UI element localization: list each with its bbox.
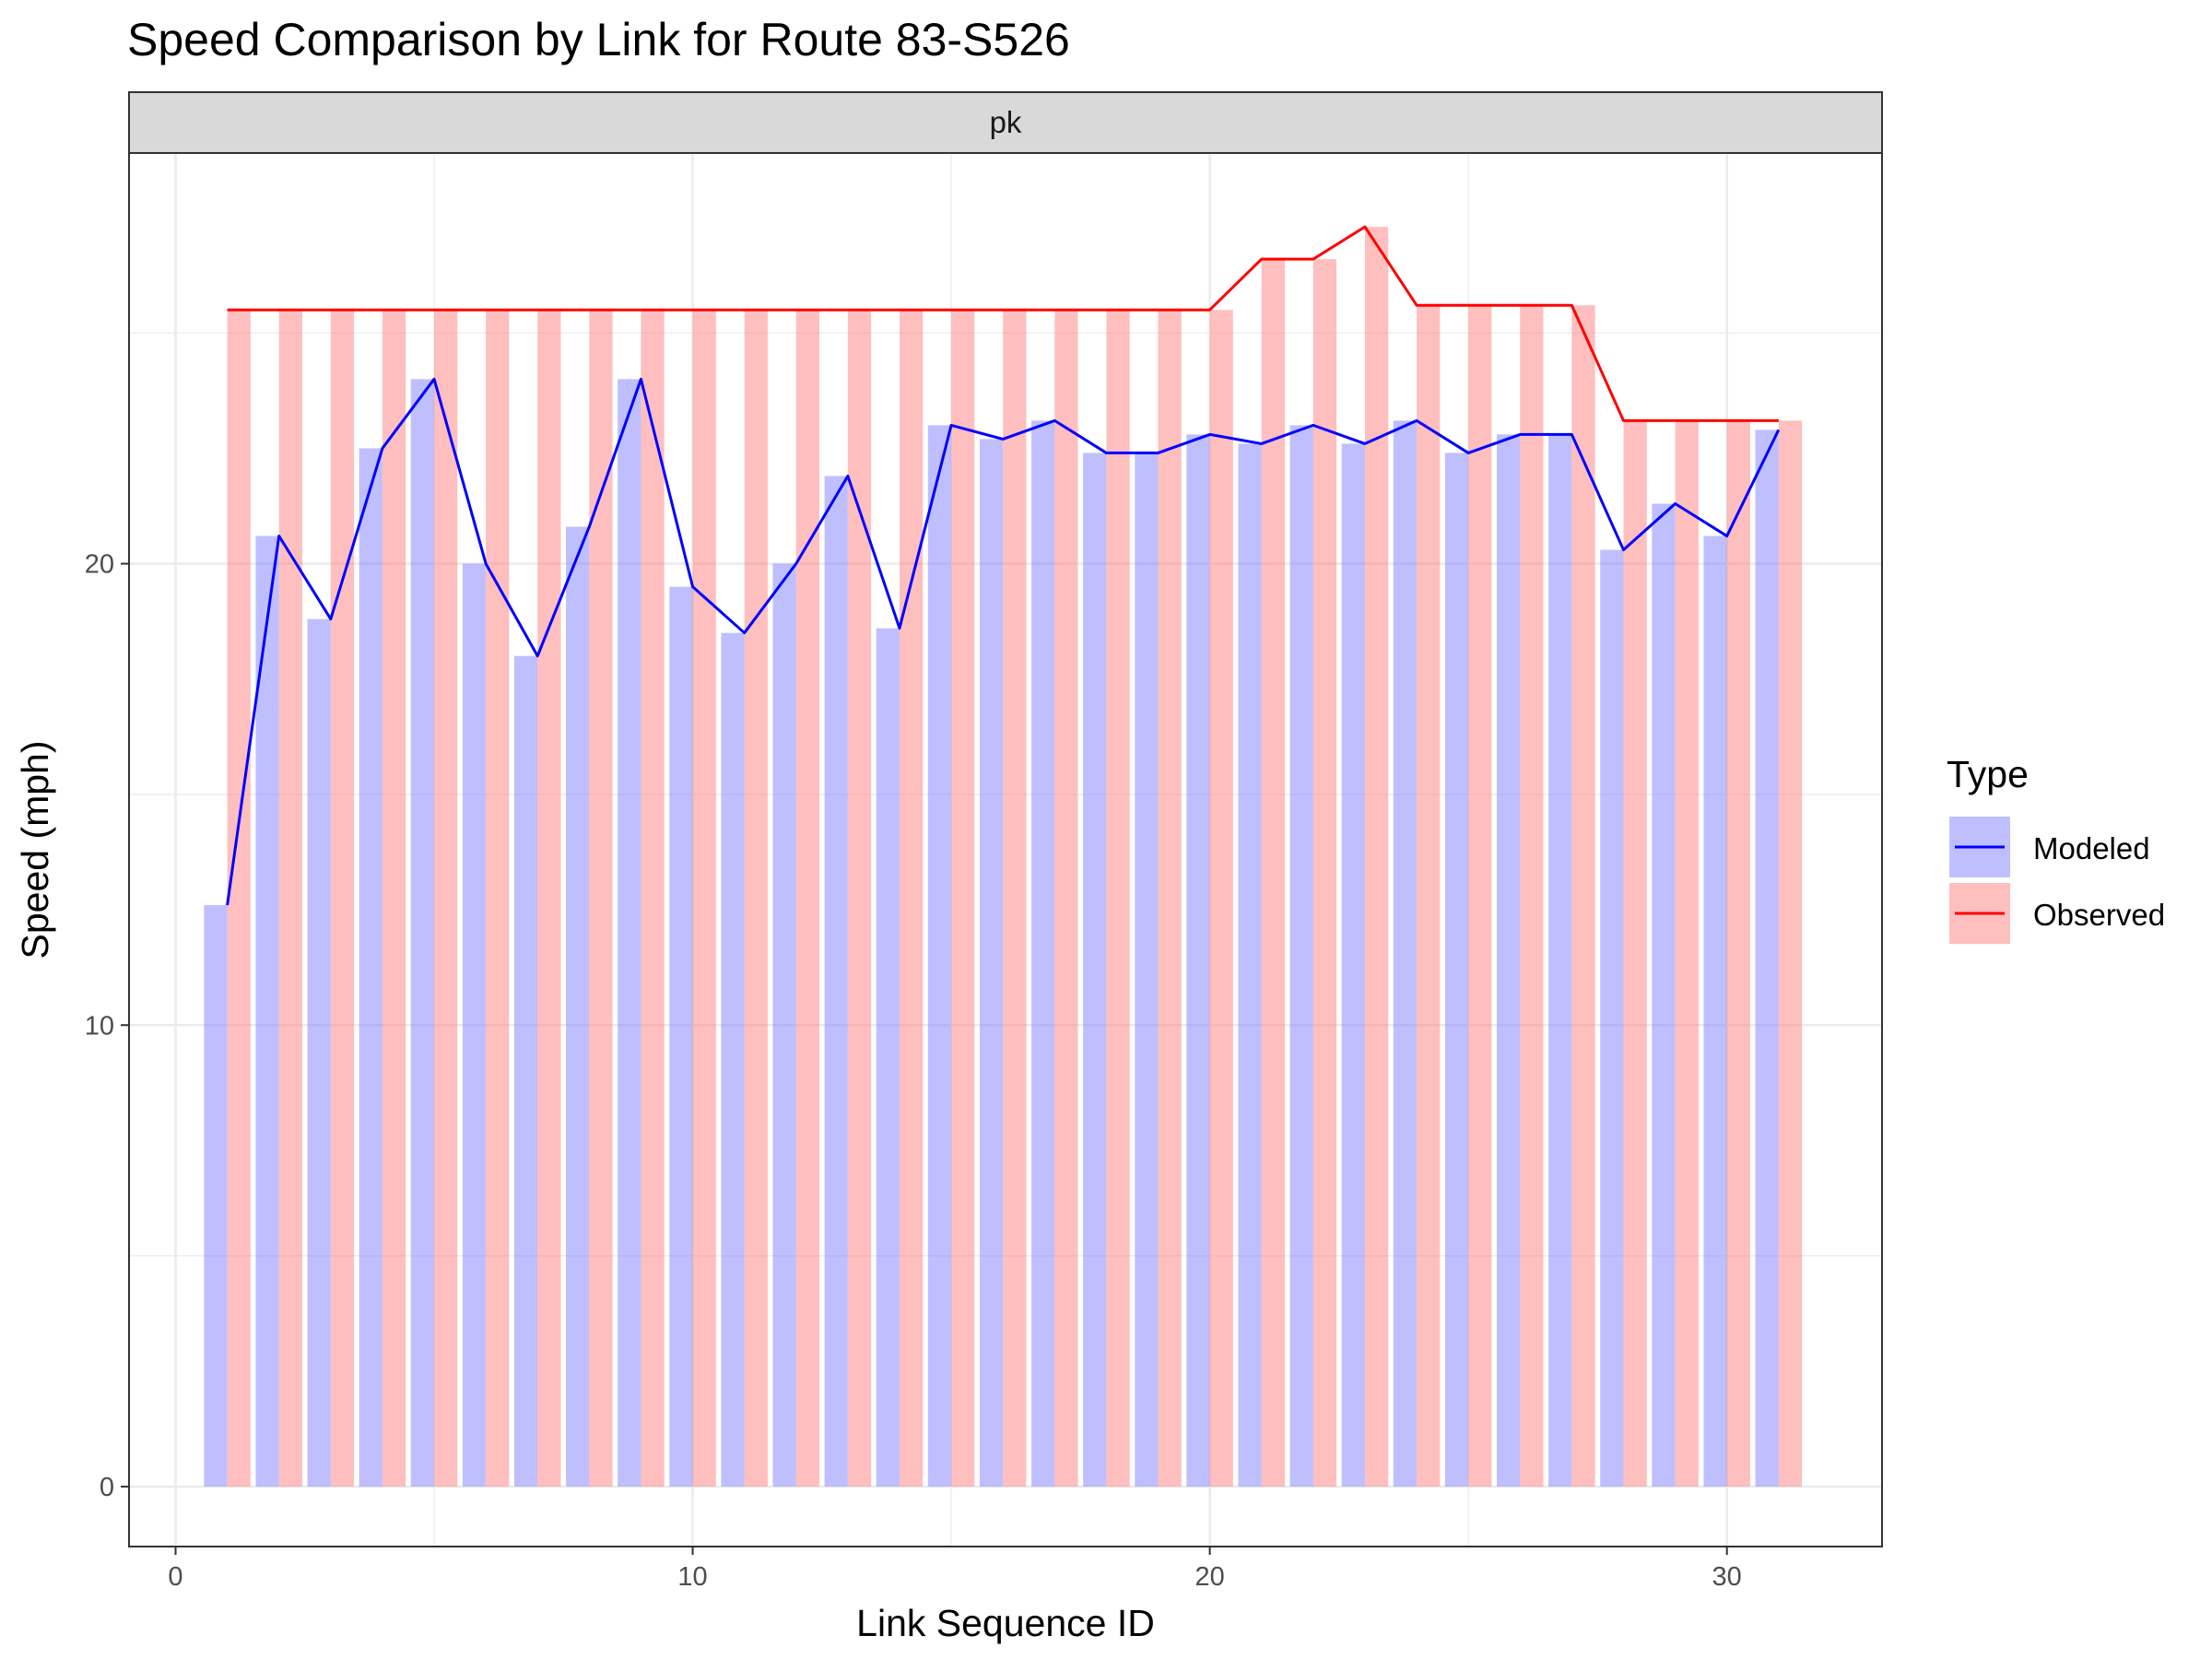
bar-observed: [1571, 305, 1595, 1487]
legend-title: Type: [1947, 753, 2029, 795]
bar-modeled: [1083, 453, 1107, 1487]
bar-observed: [1468, 305, 1492, 1487]
bar-observed: [227, 310, 251, 1487]
bar-observed: [1054, 310, 1078, 1487]
bar-observed: [1675, 420, 1699, 1487]
bar-observed: [1623, 420, 1647, 1487]
legend-label-modeled: Modeled: [2033, 831, 2150, 865]
bar-modeled: [255, 535, 279, 1487]
bar-modeled: [1497, 434, 1521, 1487]
y-tick-label: 10: [85, 1011, 114, 1041]
bar-modeled: [1548, 434, 1572, 1487]
legend-label-observed: Observed: [2033, 898, 2165, 932]
bar-modeled: [1755, 429, 1779, 1487]
bar-observed: [434, 310, 458, 1487]
x-axis: 0 10 20 30: [168, 1547, 1742, 1592]
bar-modeled: [513, 655, 538, 1487]
bar-observed: [486, 310, 510, 1487]
bar-modeled: [927, 425, 952, 1487]
bar-observed: [1726, 420, 1750, 1487]
bar-modeled: [1341, 443, 1365, 1487]
x-tick-label: 20: [1194, 1562, 1224, 1592]
bar-modeled: [1186, 434, 1210, 1487]
bar-modeled: [1238, 443, 1262, 1487]
bar-modeled: [1031, 420, 1055, 1487]
bar-observed: [744, 310, 768, 1487]
bar-modeled: [410, 379, 435, 1487]
x-axis-title: Link Sequence ID: [856, 1602, 1155, 1644]
bar-observed: [951, 310, 975, 1487]
bar-modeled: [359, 448, 382, 1487]
bar-modeled: [566, 526, 590, 1487]
line-observed: [227, 225, 1779, 422]
bar-observed: [641, 310, 665, 1487]
x-tick-label: 0: [168, 1562, 182, 1592]
facet-strip: [128, 91, 1883, 154]
bar-observed: [330, 310, 355, 1487]
bar-observed: [692, 310, 716, 1487]
bar-modeled: [876, 628, 900, 1487]
bar-observed: [1158, 310, 1182, 1487]
y-tick-label: 20: [85, 550, 114, 580]
bar-modeled: [1289, 425, 1313, 1487]
bar-modeled: [1393, 420, 1418, 1487]
bar-modeled: [1703, 535, 1727, 1487]
bar-modeled: [979, 439, 1004, 1487]
y-axis-title: Speed (mph): [14, 740, 56, 959]
series-lines: [226, 225, 1781, 906]
bar-observed: [278, 310, 302, 1487]
bar-observed: [1364, 227, 1389, 1487]
bar-observed: [1312, 259, 1337, 1487]
plot-panel-border: [128, 152, 1883, 1547]
bar-observed: [1003, 310, 1027, 1487]
bar-observed: [1520, 305, 1544, 1487]
legend: Type Modeled Observed: [1947, 753, 2165, 944]
bar-observed: [795, 310, 820, 1487]
bar-modeled: [1444, 453, 1469, 1487]
bar-modeled: [307, 618, 331, 1487]
bar-modeled: [772, 563, 796, 1487]
line-modeled: [226, 377, 1781, 906]
bar-modeled: [1652, 503, 1676, 1487]
bar-modeled: [721, 632, 745, 1487]
bar-modeled: [1600, 549, 1624, 1487]
chart-title: Speed Comparison by Link for Route 83-S5…: [127, 14, 1070, 65]
bars: [204, 227, 1803, 1487]
bar-observed: [1778, 420, 1803, 1487]
bar-modeled: [1135, 453, 1159, 1487]
bar-modeled: [462, 563, 487, 1487]
bar-observed: [1209, 310, 1233, 1487]
bar-observed: [1417, 305, 1441, 1487]
bar-observed: [537, 310, 561, 1487]
bar-modeled: [669, 586, 693, 1487]
bar-modeled: [824, 476, 848, 1487]
bar-observed: [1106, 310, 1130, 1487]
bar-observed: [589, 310, 613, 1487]
facet-strip-label: pk: [990, 105, 1022, 139]
x-tick-label: 10: [677, 1562, 707, 1592]
bar-modeled: [618, 379, 641, 1487]
bar-observed: [382, 310, 406, 1487]
bar-observed: [1261, 259, 1285, 1487]
y-tick-label: 0: [100, 1473, 114, 1502]
y-axis: 0 10 20: [85, 550, 129, 1502]
x-tick-label: 30: [1712, 1562, 1742, 1592]
bar-observed: [899, 310, 924, 1487]
bar-modeled: [204, 905, 228, 1487]
